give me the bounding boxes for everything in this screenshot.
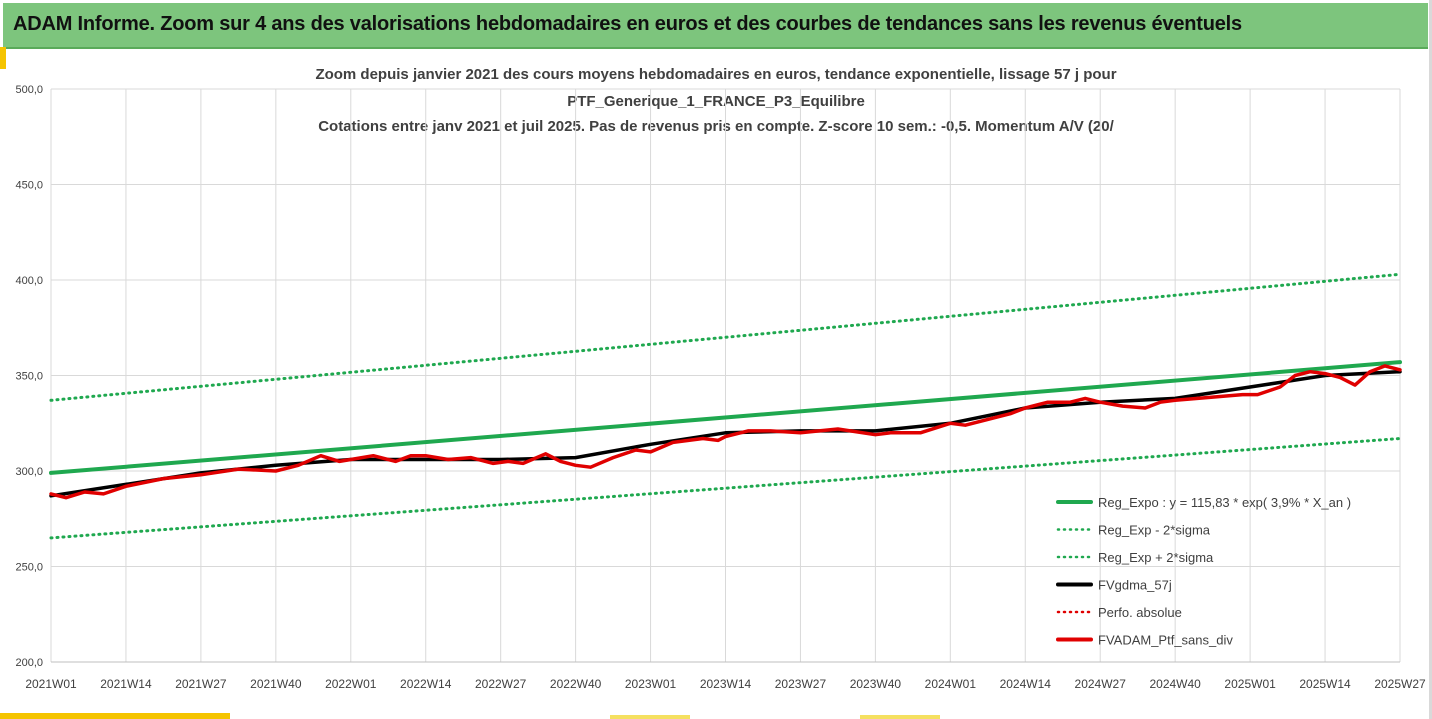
chart-title-line-3: Cotations entre janv 2021 et juil 2025. … xyxy=(318,118,1114,135)
series-line-1 xyxy=(49,437,1402,540)
chart-title-line-2: PTF_Generique_1_FRANCE_P3_Equilibre xyxy=(567,93,865,110)
accent-bar-bottom-2 xyxy=(610,715,690,719)
x-tick-label: 2025W14 xyxy=(1299,677,1351,691)
legend-label: FVgdma_57j xyxy=(1098,578,1172,593)
y-tick-label: 500,0 xyxy=(15,84,43,96)
y-tick-label: 300,0 xyxy=(15,466,43,478)
x-tick-label: 2024W14 xyxy=(1000,677,1052,691)
x-tick-label: 2025W27 xyxy=(1374,677,1426,691)
y-tick-label: 250,0 xyxy=(15,562,43,574)
series-line-2 xyxy=(49,272,1402,402)
accent-bar-bottom-3 xyxy=(860,715,940,719)
accent-bar-left xyxy=(0,47,6,69)
series-line-3 xyxy=(49,369,1402,498)
legend-label: Reg_Exp - 2*sigma xyxy=(1098,523,1211,538)
y-tick-label: 450,0 xyxy=(15,180,43,192)
x-tick-label: 2022W01 xyxy=(325,677,377,691)
x-tick-label: 2023W40 xyxy=(850,677,902,691)
x-tick-label: 2022W14 xyxy=(400,677,452,691)
x-tick-label: 2021W27 xyxy=(175,677,227,691)
x-tick-label: 2021W40 xyxy=(250,677,302,691)
frame-edge xyxy=(1429,0,1432,719)
y-tick-label: 350,0 xyxy=(15,371,43,383)
series-line-5 xyxy=(49,364,1402,500)
x-tick-label: 2025W01 xyxy=(1224,677,1276,691)
legend-label: FVADAM_Ptf_sans_div xyxy=(1098,633,1233,648)
x-tick-label: 2024W27 xyxy=(1075,677,1127,691)
legend-label: Reg_Exp + 2*sigma xyxy=(1098,550,1214,565)
x-tick-label: 2024W40 xyxy=(1149,677,1201,691)
x-tick-label: 2022W27 xyxy=(475,677,527,691)
chart-title-line-1: Zoom depuis janvier 2021 des cours moyen… xyxy=(315,66,1117,83)
x-tick-label: 2021W01 xyxy=(25,677,77,691)
x-tick-label: 2021W14 xyxy=(100,677,152,691)
legend-label: Perfo. absolue xyxy=(1098,605,1182,620)
legend-label: Reg_Expo : y = 115,83 * exp( 3,9% * X_an… xyxy=(1098,495,1351,510)
report-title: ADAM Informe. Zoom sur 4 ans des valoris… xyxy=(13,13,1242,35)
y-tick-label: 200,0 xyxy=(15,657,43,669)
report-header: ADAM Informe. Zoom sur 4 ans des valoris… xyxy=(3,3,1428,49)
y-tick-label: 400,0 xyxy=(15,275,43,287)
series-line-0 xyxy=(49,360,1402,475)
x-tick-label: 2023W14 xyxy=(700,677,752,691)
x-tick-label: 2022W40 xyxy=(550,677,602,691)
x-tick-label: 2023W01 xyxy=(625,677,677,691)
x-tick-label: 2024W01 xyxy=(925,677,977,691)
x-tick-label: 2023W27 xyxy=(775,677,827,691)
accent-bar-bottom xyxy=(0,713,230,719)
